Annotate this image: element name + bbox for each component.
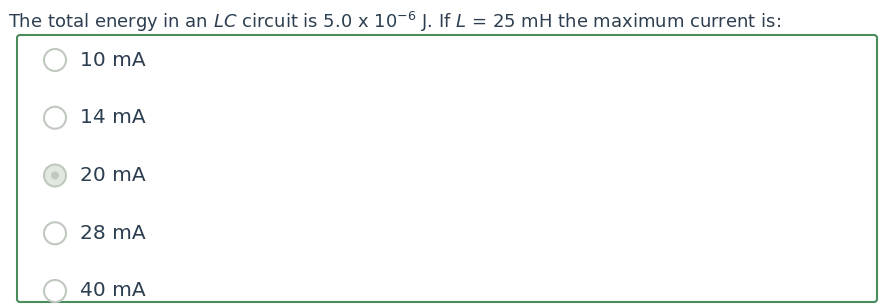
Text: 20 mA: 20 mA [80,166,146,185]
Circle shape [44,107,66,129]
Text: 10 mA: 10 mA [80,50,146,69]
Text: 28 mA: 28 mA [80,224,146,243]
Text: 40 mA: 40 mA [80,282,146,301]
Text: 14 mA: 14 mA [80,108,146,127]
Circle shape [44,49,66,71]
Circle shape [51,172,59,180]
Circle shape [44,222,66,244]
Text: The total energy in an $\it{LC}$ circuit is 5.0 x 10$^{-6}$ J. If $\it{L}$ = 25 : The total energy in an $\it{LC}$ circuit… [8,10,781,34]
FancyBboxPatch shape [17,35,877,302]
Circle shape [44,280,66,302]
Circle shape [44,165,66,186]
